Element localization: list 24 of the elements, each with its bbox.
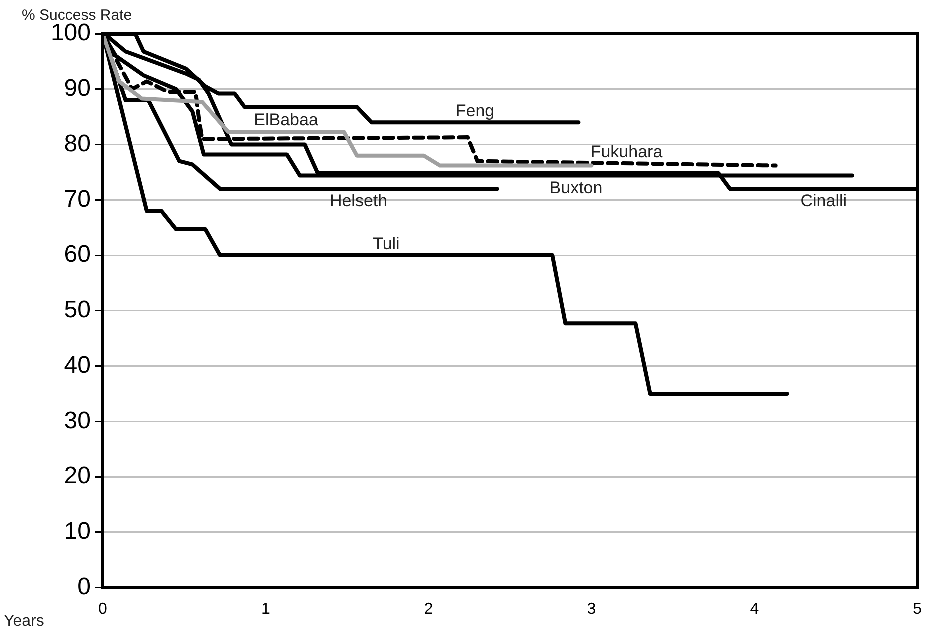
series-label: Buxton	[550, 178, 603, 198]
series-label: Cinalli	[800, 192, 848, 211]
y-tick-label: 30	[64, 407, 91, 434]
series-label: Feng	[456, 101, 495, 120]
y-tick-label: 0	[78, 573, 91, 600]
y-tick-label: 20	[64, 462, 91, 490]
x-tick-label: 4	[750, 600, 760, 618]
y-tick-label: 70	[64, 186, 91, 213]
y-tick-label: 10	[64, 518, 91, 546]
series-label: Fukuhara	[590, 142, 663, 162]
y-tick-label: 80	[64, 130, 91, 158]
y-tick-label: 60	[64, 241, 91, 268]
y-tick-label: 90	[64, 75, 91, 102]
x-tick-label: 3	[587, 600, 596, 618]
series-label: Tuli	[373, 234, 400, 254]
y-tick-label: 50	[64, 296, 91, 324]
x-tick-label: 0	[98, 600, 108, 618]
x-axis-title: Years	[4, 613, 44, 630]
y-tick-label: 40	[64, 352, 91, 379]
series-label: Helseth	[330, 192, 388, 211]
x-tick-label: 1	[261, 600, 270, 618]
series-label: ElBabaa	[254, 110, 318, 130]
x-tick-label: 2	[424, 600, 434, 618]
x-tick-label: 5	[913, 600, 922, 618]
